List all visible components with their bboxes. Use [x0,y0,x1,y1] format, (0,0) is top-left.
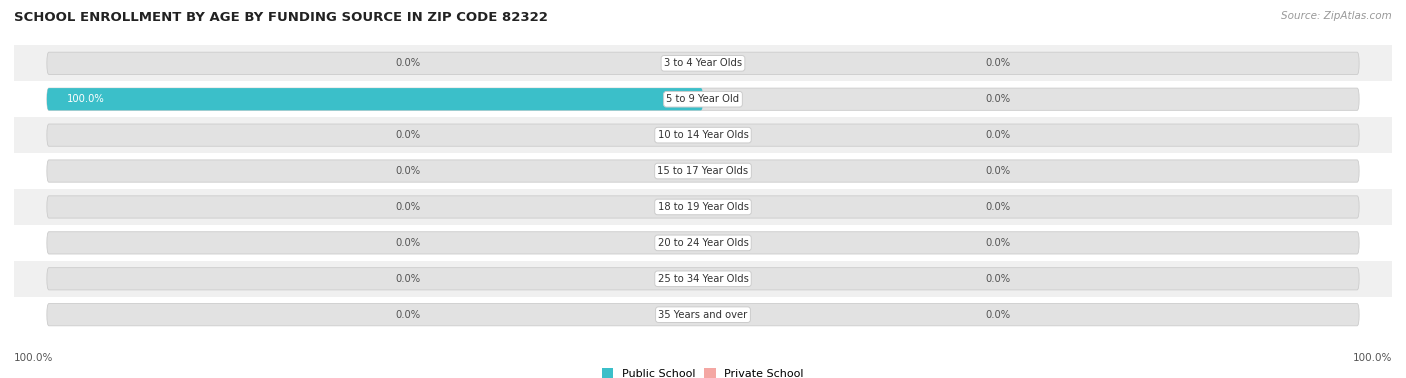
Text: 0.0%: 0.0% [986,202,1011,212]
Text: 0.0%: 0.0% [395,58,420,68]
Text: 15 to 17 Year Olds: 15 to 17 Year Olds [658,166,748,176]
Text: 5 to 9 Year Old: 5 to 9 Year Old [666,94,740,104]
Text: Source: ZipAtlas.com: Source: ZipAtlas.com [1281,11,1392,21]
Text: 0.0%: 0.0% [395,130,420,140]
FancyBboxPatch shape [46,232,1360,254]
Bar [14,117,1392,153]
Bar [14,153,1392,189]
Text: 0.0%: 0.0% [395,310,420,320]
FancyBboxPatch shape [46,88,1360,110]
Text: 0.0%: 0.0% [986,274,1011,284]
Text: 3 to 4 Year Olds: 3 to 4 Year Olds [664,58,742,68]
Text: 35 Years and over: 35 Years and over [658,310,748,320]
Text: 18 to 19 Year Olds: 18 to 19 Year Olds [658,202,748,212]
Bar [14,189,1392,225]
Text: 10 to 14 Year Olds: 10 to 14 Year Olds [658,130,748,140]
Text: 0.0%: 0.0% [395,274,420,284]
FancyBboxPatch shape [46,304,1360,326]
Text: 0.0%: 0.0% [986,94,1011,104]
Text: 0.0%: 0.0% [986,166,1011,176]
FancyBboxPatch shape [46,88,703,110]
Bar [14,297,1392,333]
Bar [14,45,1392,81]
Text: 0.0%: 0.0% [395,238,420,248]
Text: 100.0%: 100.0% [66,94,104,104]
Text: 20 to 24 Year Olds: 20 to 24 Year Olds [658,238,748,248]
Text: 0.0%: 0.0% [986,310,1011,320]
Bar [14,225,1392,261]
Legend: Public School, Private School: Public School, Private School [602,368,804,378]
Text: 0.0%: 0.0% [986,58,1011,68]
Text: 0.0%: 0.0% [395,166,420,176]
FancyBboxPatch shape [46,196,1360,218]
Text: SCHOOL ENROLLMENT BY AGE BY FUNDING SOURCE IN ZIP CODE 82322: SCHOOL ENROLLMENT BY AGE BY FUNDING SOUR… [14,11,548,24]
FancyBboxPatch shape [46,124,1360,146]
Text: 0.0%: 0.0% [395,202,420,212]
Text: 0.0%: 0.0% [986,130,1011,140]
Text: 0.0%: 0.0% [986,238,1011,248]
Bar [14,261,1392,297]
FancyBboxPatch shape [46,160,1360,182]
Text: 100.0%: 100.0% [1353,353,1392,363]
Text: 25 to 34 Year Olds: 25 to 34 Year Olds [658,274,748,284]
Bar [14,81,1392,117]
Text: 100.0%: 100.0% [14,353,53,363]
FancyBboxPatch shape [46,52,1360,74]
FancyBboxPatch shape [46,268,1360,290]
